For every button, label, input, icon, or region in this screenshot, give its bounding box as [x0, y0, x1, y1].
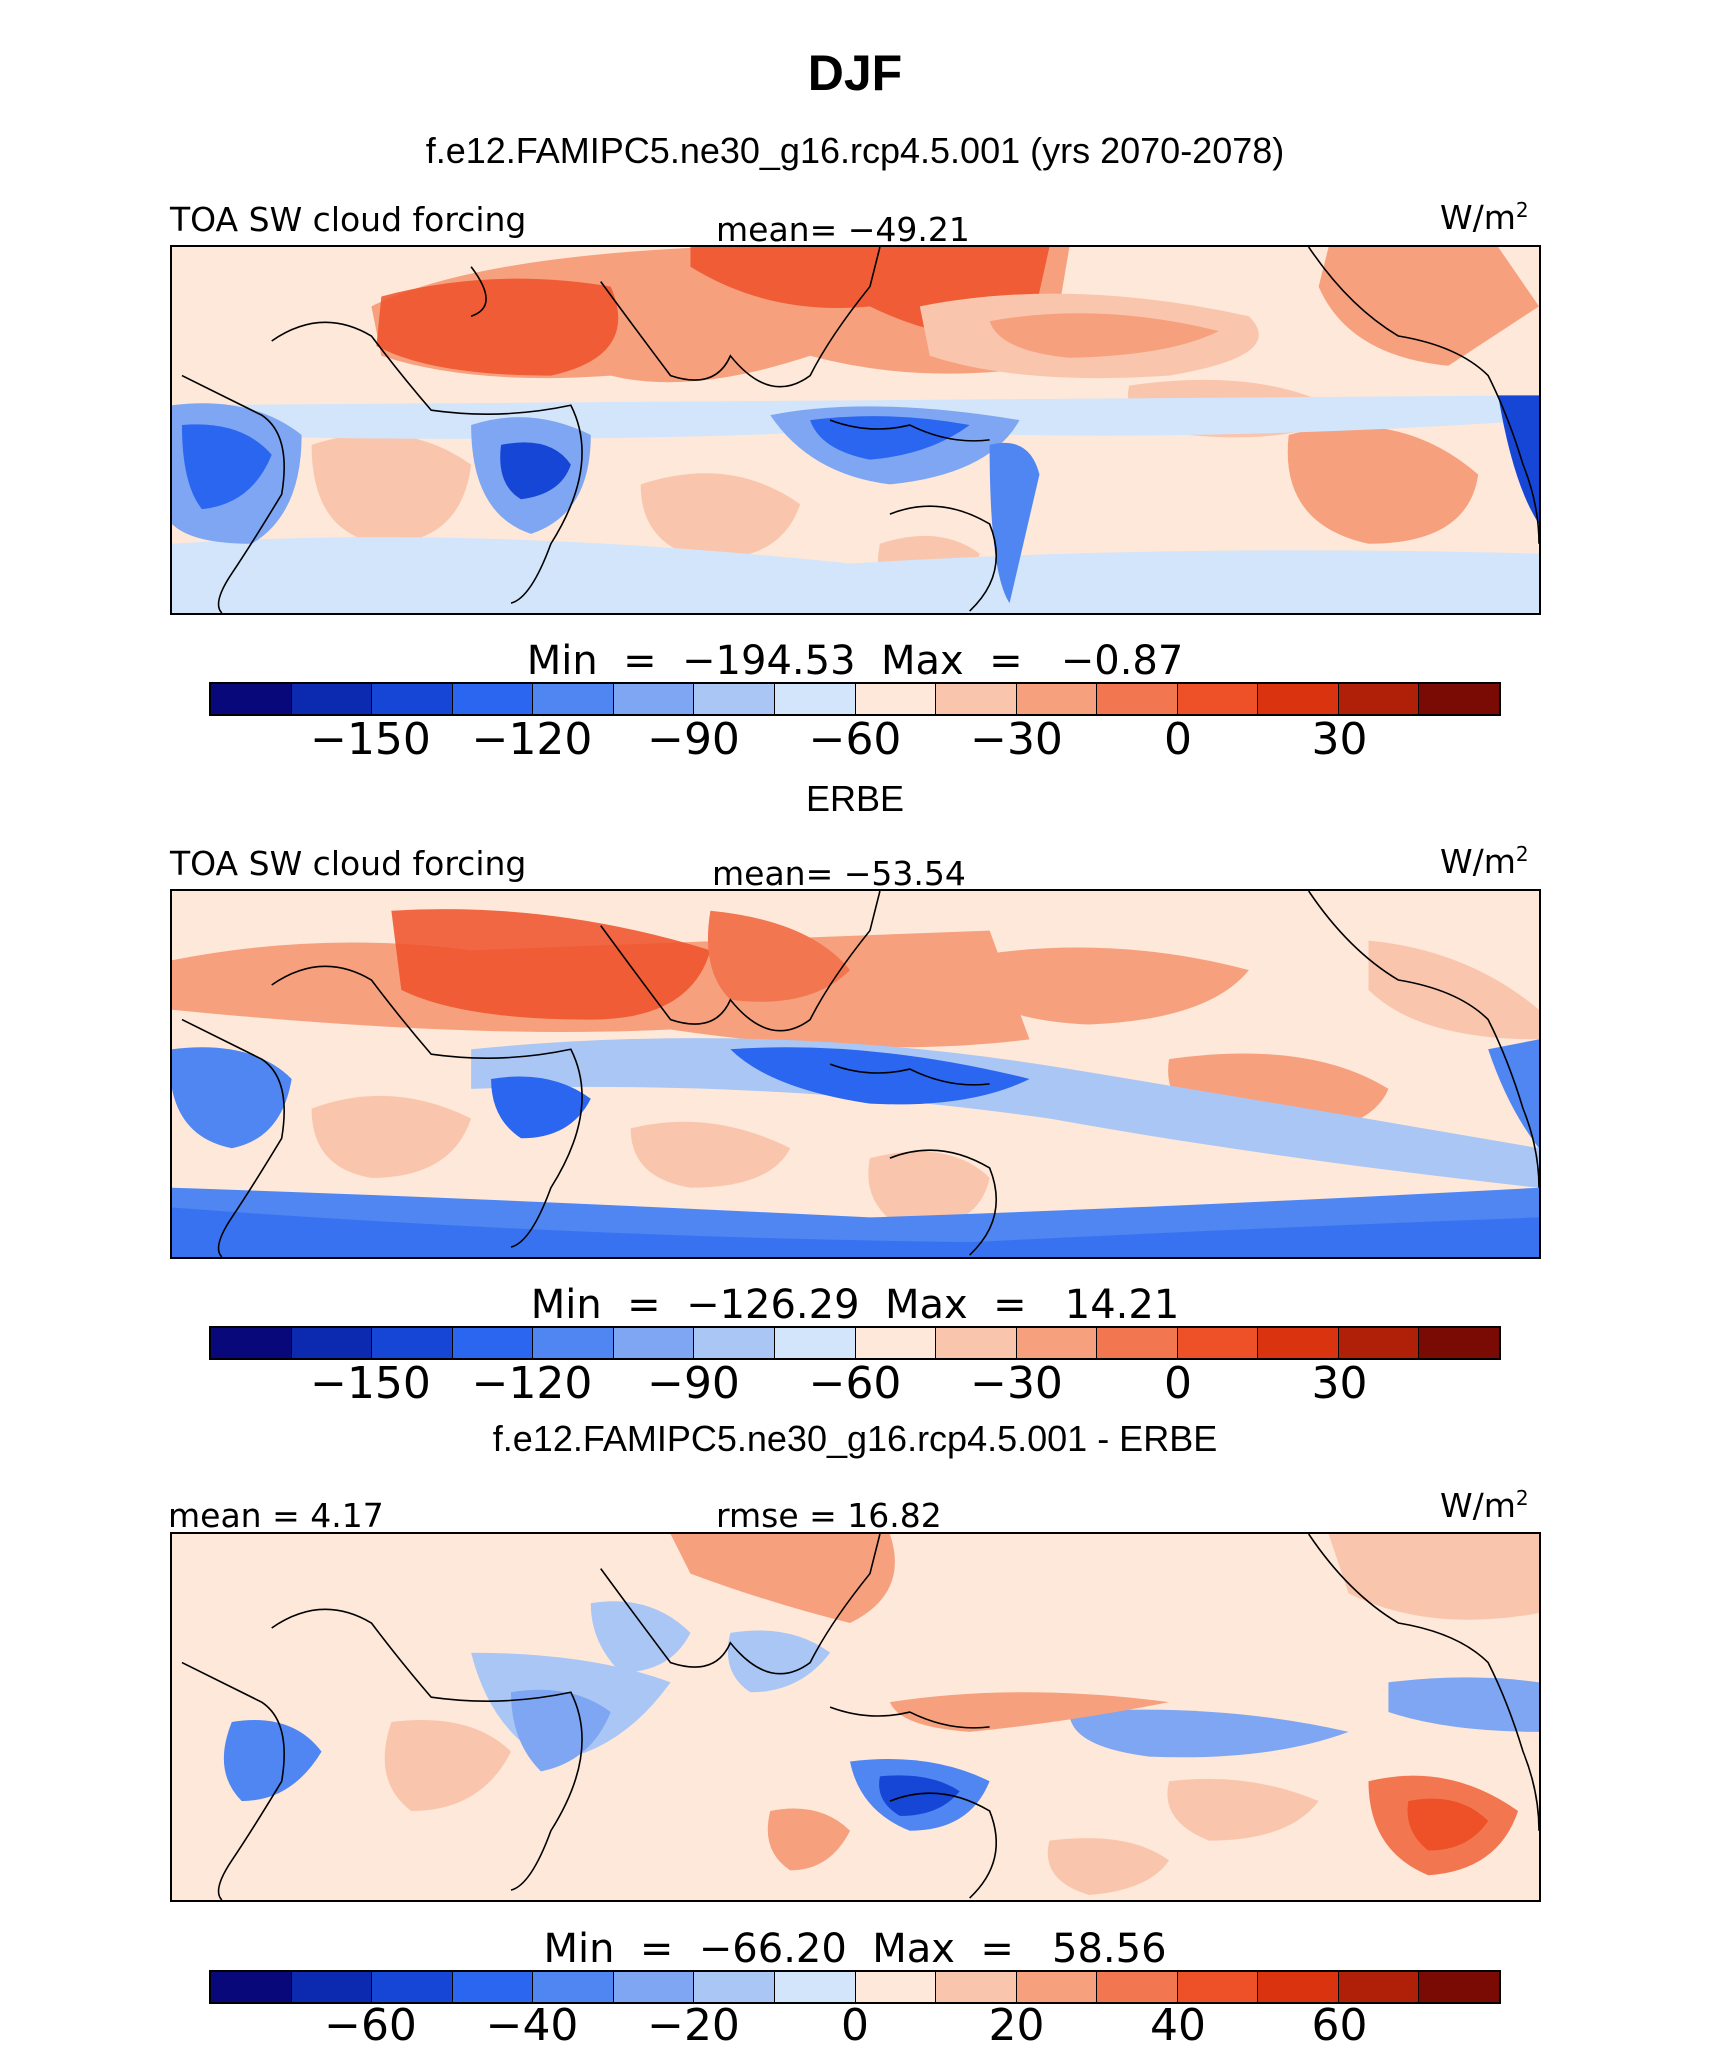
colorbar-tick-label: −40	[485, 2000, 579, 2048]
colorbar-tick-label: −60	[324, 2000, 417, 2048]
colorbar-swatch	[1338, 684, 1420, 714]
colorbar-swatch	[211, 684, 292, 714]
colorbar-swatch	[613, 684, 695, 714]
colorbar-swatch	[694, 1328, 775, 1358]
panel-1-mean-label: mean= −49.21	[716, 210, 970, 249]
colorbar-swatch	[1177, 1972, 1259, 2002]
colorbar-tick-label: −150	[310, 714, 431, 765]
colorbar-tick-label: 20	[988, 2000, 1045, 2048]
colorbar-swatch	[1258, 1328, 1339, 1358]
colorbar-tick-label: −120	[471, 714, 593, 765]
colorbar-swatch	[1338, 1328, 1420, 1358]
panel-2-header: ERBE	[805, 778, 905, 819]
colorbar-swatch	[694, 684, 775, 714]
colorbar-tick-label: 60	[1311, 2000, 1368, 2048]
colorbar-swatch	[613, 1972, 695, 2002]
colorbar-swatch	[452, 1328, 534, 1358]
colorbar-tick-label: −20	[647, 2000, 740, 2048]
colorbar-swatch	[1177, 1328, 1259, 1358]
panel-1-map	[170, 245, 1541, 615]
colorbar-swatch	[1016, 1972, 1098, 2002]
colorbar-tick-label: −90	[647, 714, 740, 765]
panel-1-header: f.e12.FAMIPC5.ne30_g16.rcp4.5.001 (yrs 2…	[425, 130, 1285, 171]
colorbar-swatch	[1258, 684, 1339, 714]
panel-3-colorbar	[209, 1970, 1501, 2004]
colorbar-tick-label: −30	[970, 714, 1063, 765]
colorbar-tick-label: 40	[1150, 2000, 1206, 2048]
panel-3-minmax: Min = −66.20 Max = 58.56	[543, 1926, 1167, 1972]
colorbar-swatch	[1016, 1328, 1098, 1358]
colorbar-swatch	[1016, 684, 1098, 714]
panel-1-units: W/m2	[1440, 198, 1529, 237]
colorbar-swatch	[372, 1328, 453, 1358]
colorbar-swatch	[1338, 1972, 1420, 2002]
panel-3-units: W/m2	[1440, 1486, 1529, 1525]
colorbar-swatch	[1097, 1972, 1178, 2002]
colorbar-swatch	[291, 1328, 373, 1358]
colorbar-swatch	[1177, 684, 1259, 714]
colorbar-swatch	[855, 1972, 937, 2002]
figure-title: DJF	[807, 45, 903, 101]
colorbar-swatch	[533, 1328, 614, 1358]
colorbar-swatch	[452, 1972, 534, 2002]
panel-2-minmax: Min = −126.29 Max = 14.21	[530, 1282, 1180, 1328]
panel-2-mean-label: mean= −53.54	[712, 854, 966, 893]
colorbar-swatch	[1419, 1328, 1499, 1358]
colorbar-swatch	[533, 1972, 614, 2002]
panel-3-header: f.e12.FAMIPC5.ne30_g16.rcp4.5.001 - ERBE	[492, 1418, 1218, 1459]
colorbar-swatch	[774, 684, 856, 714]
colorbar-swatch	[855, 1328, 937, 1358]
panel-2-colorbar	[209, 1326, 1501, 1360]
colorbar-swatch	[452, 684, 534, 714]
colorbar-tick-label: −120	[471, 1358, 593, 1409]
colorbar-swatch	[1419, 1972, 1499, 2002]
colorbar-swatch	[936, 1972, 1017, 2002]
colorbar-swatch	[613, 1328, 695, 1358]
colorbar-swatch	[372, 1972, 453, 2002]
colorbar-tick-label: 0	[841, 2000, 869, 2048]
colorbar-tick-label: 30	[1311, 714, 1368, 765]
colorbar-swatch	[372, 684, 453, 714]
panel-3-colorbar-ticks: −60 −40 −20 0 20 40 60	[0, 2000, 1710, 2048]
colorbar-swatch	[1258, 1972, 1339, 2002]
panel-3-rmse-label: rmse = 16.82	[716, 1496, 942, 1535]
colorbar-tick-label: 30	[1311, 1358, 1368, 1409]
colorbar-tick-label: −90	[647, 1358, 740, 1409]
colorbar-swatch	[694, 1972, 775, 2002]
colorbar-tick-label: 0	[1164, 714, 1192, 765]
colorbar-swatch	[211, 1328, 292, 1358]
colorbar-tick-label: −30	[970, 1358, 1063, 1409]
colorbar-swatch	[774, 1328, 856, 1358]
panel-2-variable-label: TOA SW cloud forcing	[170, 844, 527, 883]
panel-1-variable-label: TOA SW cloud forcing	[170, 200, 527, 239]
colorbar-swatch	[1097, 684, 1178, 714]
panel-1-colorbar	[209, 682, 1501, 716]
colorbar-swatch	[855, 684, 937, 714]
colorbar-swatch	[774, 1972, 856, 2002]
colorbar-swatch	[1097, 1328, 1178, 1358]
panel-1-minmax: Min = −194.53 Max = −0.87	[526, 638, 1184, 684]
panel-3-contour-field	[172, 1534, 1539, 1900]
panel-3-map	[170, 1532, 1541, 1902]
panel-2-contour-field	[172, 891, 1539, 1257]
colorbar-tick-label: 0	[1164, 1358, 1192, 1409]
colorbar-tick-label: −60	[808, 1358, 902, 1409]
panel-3-mean-label: mean = 4.17	[168, 1496, 384, 1535]
colorbar-swatch	[936, 684, 1017, 714]
colorbar-tick-label: −60	[808, 714, 902, 765]
panel-2-units: W/m2	[1440, 842, 1529, 881]
colorbar-swatch	[211, 1972, 292, 2002]
panel-2-map	[170, 889, 1541, 1259]
colorbar-swatch	[291, 684, 373, 714]
panel-1-contour-field	[172, 247, 1539, 613]
colorbar-swatch	[533, 684, 614, 714]
colorbar-tick-label: −150	[310, 1358, 431, 1409]
panel-1-colorbar-ticks: −150 −120 −90 −60 −30 0 30	[0, 714, 1710, 765]
colorbar-swatch	[936, 1328, 1017, 1358]
colorbar-swatch	[291, 1972, 373, 2002]
colorbar-swatch	[1419, 684, 1499, 714]
panel-2-colorbar-ticks: −150 −120 −90 −60 −30 0 30	[0, 1358, 1710, 1409]
